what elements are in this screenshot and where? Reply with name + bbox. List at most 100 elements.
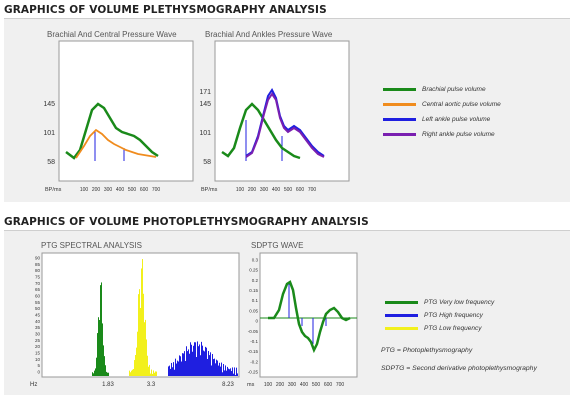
sdptg-wave-chart: 0.3 0.25 0.2 0.15 0.1 0.05 0 -0.05 -0.1 -0.15 -0.2… (247, 252, 358, 388)
brachial-central-chart-title: Brachial And Central Pressure Wave (47, 30, 177, 39)
y-tick-label: 85 (35, 262, 41, 267)
spectral-bar (104, 356, 105, 376)
legend-item: PTG Very low frequency (385, 299, 494, 306)
spectral-bar (105, 365, 106, 376)
spectral-bar (103, 345, 104, 376)
spectral-bar (190, 342, 191, 376)
x-tick-label: 3.3 (147, 382, 156, 388)
axis-unit-label: ms (54, 187, 62, 193)
y-tick-label: 65 (35, 287, 41, 292)
x-tick-label: 200 (248, 187, 257, 193)
spectral-bar (193, 345, 194, 376)
legend-swatch-central-aortic (383, 103, 416, 106)
spectral-bar (133, 368, 134, 376)
spectral-bar (96, 357, 97, 376)
legend-label: PTG Very low frequency (424, 299, 495, 306)
spectral-bar (230, 368, 231, 376)
y-tick-label: 5 (37, 363, 40, 368)
spectral-bar (188, 349, 189, 376)
x-tick-label: 400 (300, 382, 309, 388)
spectral-bar (99, 319, 100, 376)
y-tick-label: 25 (35, 338, 41, 343)
legend-swatch-ptg-high (385, 314, 418, 317)
spectral-bar (177, 360, 178, 376)
y-tick-label: -0.15 (248, 349, 259, 354)
spectral-bar (214, 358, 215, 376)
y-tick-label: 0.3 (252, 258, 259, 263)
spectral-bar (213, 359, 214, 376)
spectral-bar (209, 355, 210, 376)
legend-label: PTG Low frequency (424, 325, 482, 332)
y-tick-label: -0.05 (248, 329, 259, 334)
spectral-bar (146, 339, 147, 376)
y-tick-label: 171 (200, 89, 211, 96)
spectral-bar (201, 341, 202, 376)
ptg-spectral-chart-title: PTG SPECTRAL ANALYSIS (41, 241, 142, 250)
spectral-bar (211, 365, 212, 376)
spectral-bar (101, 282, 102, 376)
x-tick-label: 100 (80, 187, 89, 193)
legend-item: Central aortic pulse volume (383, 101, 501, 108)
spectral-bar (227, 366, 228, 376)
spectral-bar (150, 373, 151, 376)
axis-unit-label: BP/ (45, 187, 54, 193)
spectral-bar (206, 347, 207, 376)
spectral-bar (208, 350, 209, 376)
brachial-pulse-volume-line (65, 102, 159, 160)
right-ankle-pulse-volume-line (245, 92, 325, 158)
x-tick-label: 700 (308, 187, 317, 193)
spectral-bar (185, 360, 186, 376)
y-tick-label: 75 (35, 275, 41, 280)
legend-item: PTG High frequency (385, 312, 483, 319)
y-tick-label: 101 (200, 130, 211, 137)
x-tick-label: 100 (264, 382, 273, 388)
brachial-pulse-volume-line (221, 102, 301, 160)
legend-item: PTG Low frequency (385, 325, 481, 332)
spectral-bar (148, 366, 149, 376)
section-divider (4, 230, 570, 231)
spectral-bar (138, 294, 139, 376)
y-tick-label: 55 (35, 300, 41, 305)
spectral-bar (100, 285, 101, 376)
y-tick-label: 40 (35, 319, 41, 324)
brachial-ankles-chart-title: Brachial And Ankles Pressure Wave (205, 30, 333, 39)
x-tick-label: 400 (272, 187, 281, 193)
legend-swatch-brachial (383, 88, 416, 91)
y-tick-label: 145 (44, 101, 55, 108)
spectral-bar (228, 368, 229, 376)
spectral-bar (102, 323, 103, 376)
spectral-bar (153, 370, 154, 376)
spectral-bar (210, 352, 211, 376)
spectral-bar (152, 373, 153, 376)
spectral-bar (195, 342, 196, 376)
y-tick-label: 0.05 (249, 308, 258, 313)
spectral-bar (169, 365, 170, 376)
spectral-bar (189, 353, 190, 376)
y-tick-label: 0 (255, 319, 258, 324)
axis-unit-label: ms (210, 187, 218, 193)
spectral-bar (184, 351, 185, 376)
spectral-bar (236, 367, 237, 376)
spectral-bar (200, 355, 201, 376)
spectral-bar (139, 289, 140, 376)
spectral-bar (187, 351, 188, 376)
y-tick-label: 10 (35, 357, 41, 362)
spectral-bar (219, 362, 220, 376)
spectral-bar (222, 372, 223, 376)
x-tick-label: 500 (284, 187, 293, 193)
axis-unit-label: BP/ (201, 187, 210, 193)
y-tick-label: 30 (35, 332, 41, 337)
spectral-bar (229, 369, 230, 376)
spectral-bar (191, 344, 192, 376)
spectral-bar (205, 346, 206, 376)
spectral-bar (221, 362, 222, 376)
legend-label: Brachial pulse volume (422, 86, 486, 93)
legend-swatch-right-ankle (383, 133, 416, 136)
spectral-bar (199, 344, 200, 376)
legend-label: Left ankle pulse volume (422, 116, 491, 123)
spectral-bar (94, 370, 95, 376)
x-tick-label: 400 (116, 187, 125, 193)
y-tick-label: -0.2 (250, 359, 258, 364)
spectral-bar (217, 360, 218, 376)
